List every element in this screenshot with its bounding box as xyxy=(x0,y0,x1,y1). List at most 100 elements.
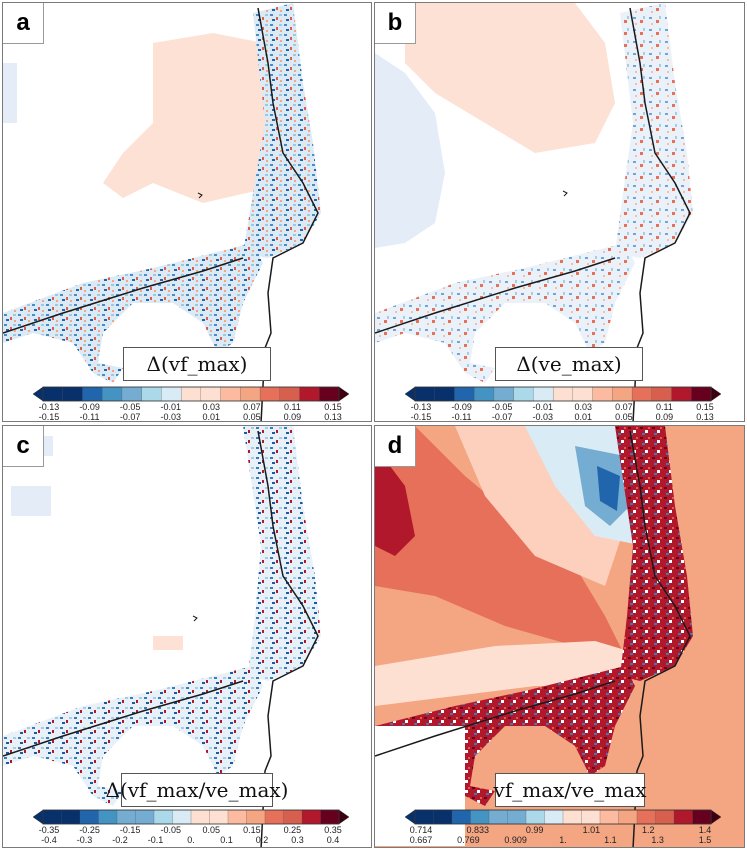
colorbar-bin xyxy=(581,809,601,825)
colorbar-bin xyxy=(592,386,613,402)
colorbar-tick-label: -0.01 xyxy=(160,402,181,412)
colorbar-tick-label: 0.833 xyxy=(467,825,490,835)
variable-label: Δ(vf_max) xyxy=(123,347,271,381)
colorbar-tick-label: -0.15 xyxy=(39,412,60,422)
colorbar-bin xyxy=(525,809,545,825)
colorbar-bin xyxy=(299,386,320,402)
colorbar-tick-label: 0.25 xyxy=(284,825,302,835)
colorbar-bin xyxy=(691,386,712,402)
colorbar-tick-label: 0.13 xyxy=(696,412,714,422)
colorbar-tick-label: 0.2 xyxy=(256,835,269,845)
colorbar-frame xyxy=(414,386,712,402)
colorbar-bin xyxy=(636,809,656,825)
colorbar-bin xyxy=(612,386,633,402)
colorbar-bin xyxy=(102,386,123,402)
colorbar-tick-label: 0.05 xyxy=(243,412,261,422)
colorbar-extend-low xyxy=(32,809,44,825)
colorbar-tick-label: -0.4 xyxy=(41,835,57,845)
colorbar-tick-label: 0.07 xyxy=(615,402,633,412)
colorbar: -0.13 -0.09 -0.05 -0.01 0.03 0.07 0.11 0.15 -0.1… xyxy=(404,386,722,422)
map-field-d xyxy=(375,426,744,847)
panel-letter: d xyxy=(375,426,416,467)
colorbar-tick-label: 0.09 xyxy=(656,412,674,422)
colorbar-bin xyxy=(220,386,241,402)
colorbar-tick-label: -0.01 xyxy=(532,402,553,412)
colorbar-tick-label: -0.35 xyxy=(39,825,60,835)
colorbar-bin xyxy=(692,809,712,825)
colorbar-bin xyxy=(141,386,162,402)
colorbar-tick-label: -0.1 xyxy=(148,835,164,845)
panel-letter: b xyxy=(375,3,416,44)
colorbar-bin xyxy=(62,386,83,402)
panel-a: a Δ(vf_max) -0.13 -0.09 -0.05 -0.01 0.03 0.07… xyxy=(2,2,372,422)
colorbar-tick-label: 0.13 xyxy=(324,412,342,422)
colorbar-tick-label: 0.909 xyxy=(504,835,527,845)
colorbar-extend-low xyxy=(404,386,416,402)
colorbar-tick-label: 1.01 xyxy=(583,825,601,835)
colorbar-tick-label: 0.09 xyxy=(284,412,302,422)
colorbar-bin xyxy=(209,809,229,825)
colorbar-bin xyxy=(562,809,582,825)
colorbar-bin xyxy=(283,809,303,825)
colorbar-bin xyxy=(488,809,508,825)
colorbar-bin xyxy=(434,386,455,402)
colorbar-extend-high xyxy=(710,386,722,402)
colorbar-tick-label: 1.2 xyxy=(642,825,655,835)
colorbar-bin xyxy=(671,386,692,402)
colorbar-bin xyxy=(513,386,534,402)
colorbar-bin xyxy=(79,809,99,825)
colorbar-tick-label: -0.05 xyxy=(160,825,181,835)
colorbar-bin xyxy=(42,809,62,825)
colorbar-bin xyxy=(227,809,247,825)
colorbar-tick-label: -0.03 xyxy=(160,412,181,422)
colorbar-tick-label: -0.05 xyxy=(120,402,141,412)
colorbar-tick-label: 0.03 xyxy=(203,402,221,412)
colorbar-frame xyxy=(42,386,340,402)
colorbar-tick-label: 0. xyxy=(187,835,195,845)
colorbar-tick-label: -0.09 xyxy=(79,402,100,412)
variable-label: Δ(ve_max) xyxy=(495,347,643,381)
colorbar-bin xyxy=(116,809,136,825)
colorbar-tick-label: 0.07 xyxy=(243,402,261,412)
colorbar: -0.13 -0.09 -0.05 -0.01 0.03 0.07 0.11 0.15 -0.1… xyxy=(32,386,350,422)
colorbar-bin xyxy=(279,386,300,402)
colorbar-tick-label: -0.25 xyxy=(79,825,100,835)
map-field-a xyxy=(3,3,321,421)
colorbar-bin xyxy=(631,386,653,402)
colorbar-tick-label: -0.11 xyxy=(452,412,472,422)
colorbar-tick-label: -0.09 xyxy=(451,402,472,412)
colorbar-tick-label: 0.99 xyxy=(526,825,544,835)
colorbar-bin xyxy=(264,809,284,825)
colorbar-bin xyxy=(153,809,173,825)
colorbar-bin xyxy=(172,809,192,825)
colorbar-tick-label: -0.05 xyxy=(492,402,513,412)
colorbar-tick-label: 0.11 xyxy=(656,402,673,412)
panel-b: b Δ(ve_max) -0.13 -0.09 -0.05 -0.01 0.03 0.07… xyxy=(374,2,745,422)
colorbar-tick-label: 0.03 xyxy=(575,402,593,412)
colorbar-bin xyxy=(451,809,471,825)
colorbar-bin xyxy=(121,386,143,402)
colorbar-bin xyxy=(673,809,693,825)
colorbar-tick-label: 0.05 xyxy=(203,825,221,835)
variable-label: Δ(vf_max/ve_max) xyxy=(106,773,288,807)
colorbar-bin xyxy=(246,809,266,825)
colorbar-bin xyxy=(599,809,619,825)
panel-letter: c xyxy=(3,426,44,467)
colorbar-bin xyxy=(533,386,554,402)
colorbar-tick-label: -0.13 xyxy=(411,402,432,412)
colorbar: -0.35 -0.25 -0.15 -0.05 0.05 0.15 0.25 0.35 -0.4… xyxy=(32,809,350,845)
colorbar-bin xyxy=(651,386,672,402)
colorbar-tick-label: 1.4 xyxy=(699,825,712,835)
colorbar-bin xyxy=(572,386,594,402)
colorbar-tick-label: 0.15 xyxy=(324,402,342,412)
colorbar-bin xyxy=(544,809,564,825)
colorbar-bin xyxy=(259,386,281,402)
colorbar-bin xyxy=(190,809,210,825)
colorbar-extend-high xyxy=(338,809,350,825)
colorbar-bin xyxy=(493,386,515,402)
colorbar-bin xyxy=(301,809,321,825)
colorbar-bin xyxy=(433,809,453,825)
colorbar-bin xyxy=(470,809,490,825)
colorbar-tick-label: -0.03 xyxy=(532,412,553,422)
colorbar-bin xyxy=(474,386,495,402)
